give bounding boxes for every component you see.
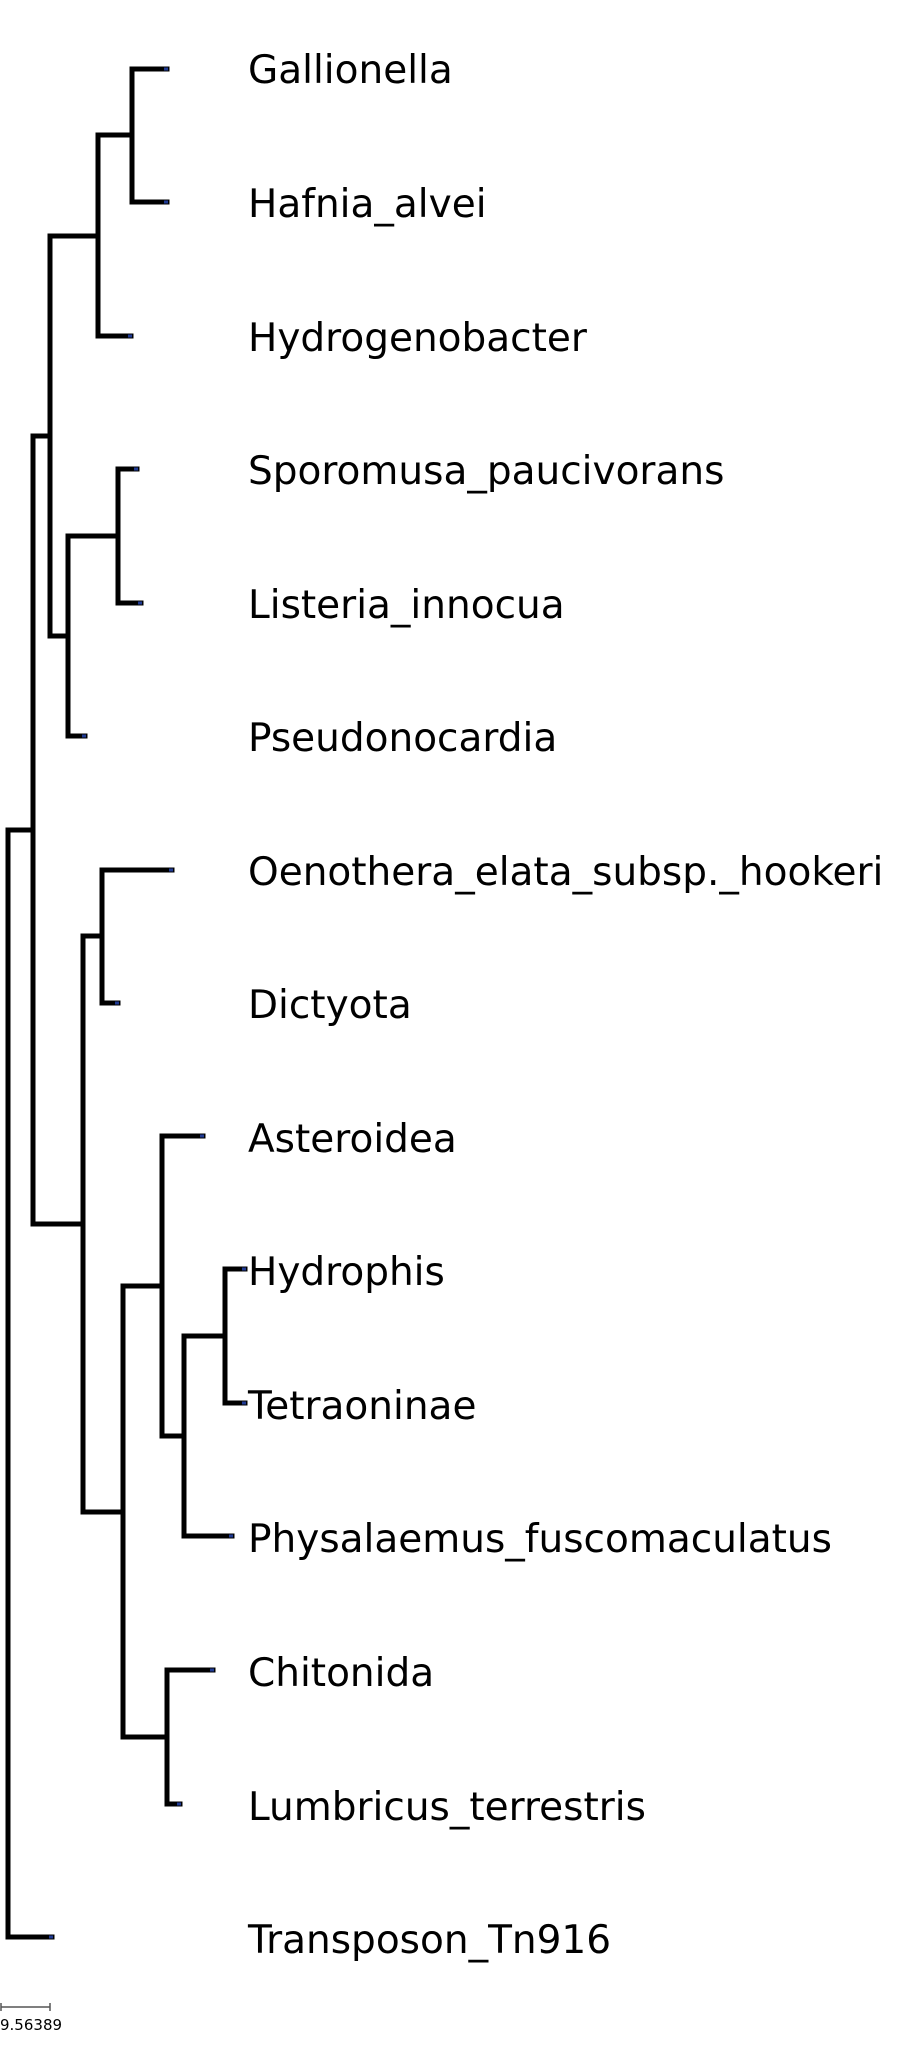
tree-branches bbox=[5, 66, 248, 1940]
leaf-node-marker bbox=[115, 1001, 119, 1005]
leaf-label-tetraoninae: Tetraoninae bbox=[247, 1384, 476, 1429]
leaf-node-marker bbox=[200, 1134, 204, 1138]
leaf-label-asteroidea: Asteroidea bbox=[248, 1117, 457, 1162]
leaf-node-marker bbox=[49, 1935, 53, 1939]
leaf-node-marker bbox=[242, 1267, 246, 1271]
leaf-label-physalaemus-fuscomaculatus: Physalaemus_fuscomaculatus bbox=[248, 1517, 832, 1562]
leaf-label-gallionella: Gallionella bbox=[248, 48, 453, 93]
leaf-label-sporomusa-paucivorans: Sporomusa_paucivorans bbox=[248, 449, 724, 494]
leaf-node-marker bbox=[128, 334, 132, 338]
leaf-label-hafnia-alvei: Hafnia_alvei bbox=[248, 182, 487, 227]
leaf-node-marker bbox=[229, 1534, 233, 1538]
leaf-label-pseudonocardia: Pseudonocardia bbox=[248, 716, 557, 761]
scale-bar-line bbox=[0, 2003, 51, 2011]
leaf-node-marker bbox=[134, 467, 138, 471]
scale-bar-label: 9.56389 bbox=[0, 2016, 62, 2034]
leaf-node-marker bbox=[164, 200, 168, 204]
leaf-label-hydrogenobacter: Hydrogenobacter bbox=[248, 316, 588, 361]
leaf-label-oenothera-elata-subsp-hookeri: Oenothera_elata_subsp._hookeri bbox=[248, 850, 883, 895]
leaf-label-dictyota: Dictyota bbox=[248, 983, 412, 1028]
leaf-node-marker bbox=[164, 67, 168, 71]
scale-bar: 9.56389 bbox=[0, 2003, 62, 2034]
leaf-node-marker bbox=[177, 1802, 181, 1806]
leaf-node-marker bbox=[82, 734, 86, 738]
leaf-label-transposon-tn916: Transposon_Tn916 bbox=[247, 1918, 611, 1963]
node-markers bbox=[49, 67, 246, 1939]
leaf-labels: Gallionella Hafnia_alvei Hydrogenobacter… bbox=[247, 48, 883, 1963]
leaf-node-marker bbox=[242, 1401, 246, 1405]
leaf-label-listeria-innocua: Listeria_innocua bbox=[248, 583, 565, 628]
leaf-label-hydrophis: Hydrophis bbox=[248, 1250, 445, 1295]
leaf-node-marker bbox=[210, 1668, 214, 1672]
leaf-label-chitonida: Chitonida bbox=[248, 1651, 434, 1696]
leaf-node-marker bbox=[138, 601, 142, 605]
leaf-node-marker bbox=[169, 868, 173, 872]
leaf-label-lumbricus-terrestris: Lumbricus_terrestris bbox=[248, 1785, 646, 1830]
